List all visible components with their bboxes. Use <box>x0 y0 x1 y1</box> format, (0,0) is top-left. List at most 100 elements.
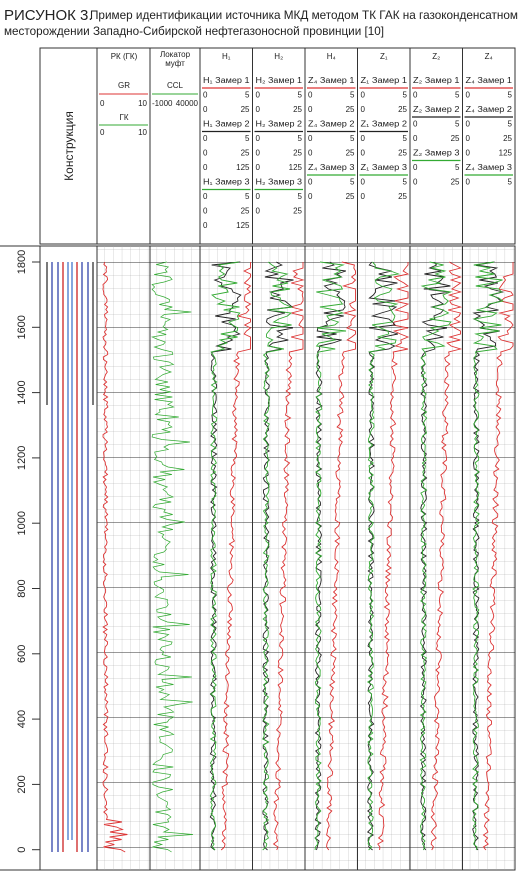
ccl-curve <box>150 261 194 853</box>
scale-max: 25 <box>503 134 512 143</box>
log-curve <box>314 261 347 851</box>
ccl-curve: CCL <box>167 81 184 90</box>
scale-max: 125 <box>236 163 250 172</box>
scale-min: 0 <box>361 149 366 158</box>
log-curve <box>377 262 410 851</box>
scale-max: 5 <box>298 134 303 143</box>
scale-min: 0 <box>308 91 313 100</box>
depth-label: 200 <box>16 775 28 793</box>
run-name: Z₄ Замер 2 <box>466 105 513 114</box>
scale-min: 0 <box>466 178 471 187</box>
scale-max: 25 <box>241 149 250 158</box>
scale-max: 5 <box>350 178 355 187</box>
log-curve <box>430 261 463 851</box>
log-curve <box>326 261 357 851</box>
scale-max: 125 <box>236 221 250 230</box>
scale-min: 0 <box>361 105 366 114</box>
scale-min: 0 <box>203 163 208 172</box>
gk-curve: ГК <box>120 113 129 122</box>
scale-min: 0 <box>203 207 208 216</box>
depth-label: 0 <box>16 847 28 853</box>
run-name: H₁ Замер 3 <box>203 178 250 187</box>
depth-label: 600 <box>16 645 28 663</box>
depth-label: 400 <box>16 710 28 728</box>
run-name: Z₄ Замер 3 <box>466 163 513 172</box>
scale-min: 0 <box>466 149 471 158</box>
log-curve <box>220 262 252 851</box>
scale-min: 0 <box>308 178 313 187</box>
scale-max: 5 <box>350 134 355 143</box>
scale-max: 25 <box>398 149 407 158</box>
run-name: Z₄ Замер 2 <box>308 120 355 129</box>
scale-max: 25 <box>398 192 407 201</box>
scale-max: 5 <box>455 120 460 129</box>
scale-min: 0 <box>466 134 471 143</box>
log-curve <box>472 261 505 851</box>
scale-max: 5 <box>508 120 513 129</box>
run-name: Z₁ Замер 1 <box>361 76 408 85</box>
scale-min: 0 <box>361 134 366 143</box>
scale-max: 5 <box>403 134 408 143</box>
caption-label: РИСУНОК 3. <box>4 7 93 24</box>
scale-max: 125 <box>499 149 513 158</box>
scale-max: 25 <box>241 207 250 216</box>
scale-min: 0 <box>256 91 261 100</box>
scale-max: 5 <box>245 91 250 100</box>
scale-min: 0 <box>203 91 208 100</box>
log-curve <box>482 262 514 851</box>
scale-min: 0 <box>413 134 418 143</box>
construction-label: Конструкция <box>62 111 76 181</box>
run-name: H₁ Замер 2 <box>203 120 250 129</box>
scale-max: 5 <box>245 134 250 143</box>
scale-min: 0 <box>466 120 471 129</box>
scale-max: 25 <box>451 178 460 187</box>
ccl-scale-max: 40000 <box>176 99 199 108</box>
track-title: Z₁ <box>380 52 388 61</box>
column-dividers <box>96 48 516 870</box>
scale-min: 0 <box>203 105 208 114</box>
ccl-scale-min: -1000 <box>152 99 173 108</box>
run-name: Z₄ Замер 1 <box>466 76 513 85</box>
scale-max: 25 <box>241 105 250 114</box>
run-name: Z₄ Замер 3 <box>308 163 355 172</box>
ccl-title: муфт <box>165 59 185 68</box>
scale-min: 0 <box>413 163 418 172</box>
scale-min: 0 <box>308 149 313 158</box>
scale-min: 0 <box>203 192 208 201</box>
log-curve <box>366 261 401 851</box>
scale-max: 5 <box>298 192 303 201</box>
scale-max: 5 <box>298 91 303 100</box>
scale-min: 0 <box>203 134 208 143</box>
scale-min: 0 <box>413 91 418 100</box>
scale-max: 5 <box>508 91 513 100</box>
scale-min: 0 <box>203 149 208 158</box>
scale-min: 0 <box>256 192 261 201</box>
scale-min: 0 <box>413 120 418 129</box>
caption-text: месторождении Западно-Сибирской нефтегаз… <box>4 24 384 38</box>
scale-max: 25 <box>346 105 355 114</box>
scale-min: 0 <box>466 91 471 100</box>
ccl-title: Локатор <box>160 50 191 59</box>
scale-max: 5 <box>508 178 513 187</box>
run-name: H₂ Замер 2 <box>256 120 303 129</box>
gk-scale-max: 10 <box>138 128 147 137</box>
scale-min: 0 <box>256 149 261 158</box>
scale-min: 0 <box>203 221 208 230</box>
run-name: H₂ Замер 1 <box>256 76 303 85</box>
scale-min: 0 <box>256 207 261 216</box>
run-name: H₂ Замер 3 <box>256 178 303 187</box>
gr-curve <box>102 261 128 853</box>
scale-max: 25 <box>293 207 302 216</box>
run-name: H₁ Замер 1 <box>203 76 250 85</box>
track-title: Z₄ <box>485 52 493 61</box>
log-curve <box>419 261 453 851</box>
scale-max: 25 <box>293 105 302 114</box>
scale-max: 25 <box>346 149 355 158</box>
scale-min: 0 <box>308 192 313 201</box>
depth-label: 1200 <box>16 446 28 470</box>
log-curve <box>209 261 242 851</box>
well-construction <box>46 262 94 852</box>
depth-label: 800 <box>16 579 28 597</box>
scale-min: 0 <box>308 134 313 143</box>
depth-label: 1600 <box>16 315 28 339</box>
